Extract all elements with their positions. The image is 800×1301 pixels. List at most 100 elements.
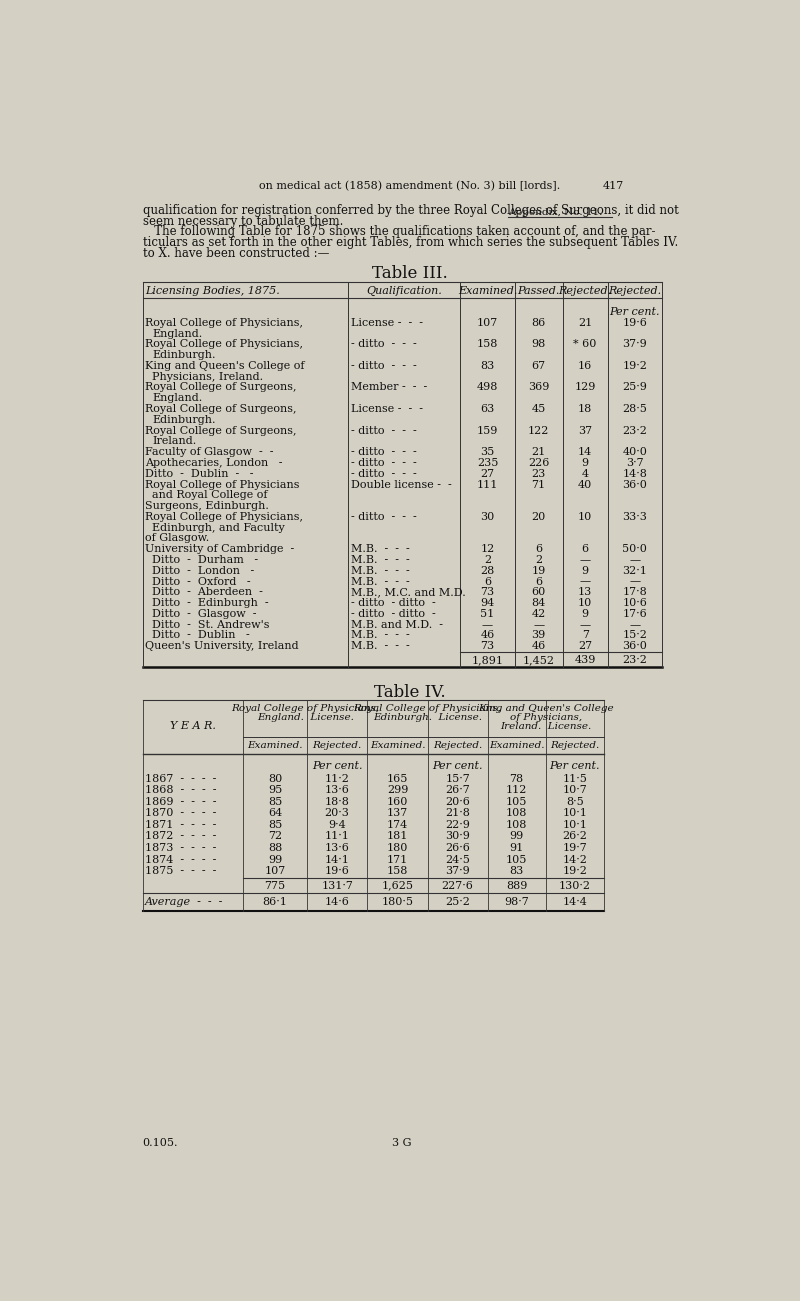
- Text: 1,625: 1,625: [382, 881, 414, 891]
- Text: 28·5: 28·5: [622, 405, 647, 414]
- Text: 32·1: 32·1: [622, 566, 647, 576]
- Text: 98: 98: [531, 340, 546, 350]
- Text: 35: 35: [480, 448, 494, 457]
- Text: England.: England.: [152, 393, 202, 403]
- Text: 8·5: 8·5: [566, 796, 583, 807]
- Text: - ditto  - ditto  -: - ditto - ditto -: [351, 598, 436, 608]
- Text: Surgeons, Edinburgh.: Surgeons, Edinburgh.: [145, 501, 269, 511]
- Text: 129: 129: [574, 382, 596, 393]
- Text: Ditto  -  London   -: Ditto - London -: [145, 566, 254, 576]
- Text: 67: 67: [531, 360, 546, 371]
- Text: 91: 91: [510, 843, 524, 853]
- Text: ticulars as set forth in the other eight Tables, from which series the subsequen: ticulars as set forth in the other eight…: [142, 237, 678, 250]
- Text: 235: 235: [477, 458, 498, 468]
- Text: 3·7: 3·7: [626, 458, 643, 468]
- Text: 63: 63: [480, 405, 494, 414]
- Text: M.B. and M.D.  -: M.B. and M.D. -: [351, 619, 443, 630]
- Text: Ditto  -  Oxford   -: Ditto - Oxford -: [145, 576, 250, 587]
- Text: Table III.: Table III.: [372, 265, 448, 282]
- Text: 107: 107: [265, 866, 286, 876]
- Text: 19·7: 19·7: [562, 843, 587, 853]
- Text: 94: 94: [480, 598, 494, 608]
- Text: 158: 158: [477, 340, 498, 350]
- Text: Ditto  -  Durham   -: Ditto - Durham -: [145, 556, 258, 565]
- Text: 19: 19: [531, 566, 546, 576]
- Text: 23: 23: [531, 468, 546, 479]
- Text: M.B.  -  -  -: M.B. - - -: [351, 566, 410, 576]
- Text: Royal College of Surgeons,: Royal College of Surgeons,: [145, 405, 297, 414]
- Text: on medical act (1858) amendment (No. 3) bill [lords].: on medical act (1858) amendment (No. 3) …: [259, 181, 561, 191]
- Text: 1873  -  -  -  -: 1873 - - - -: [145, 843, 216, 853]
- Text: 72: 72: [268, 831, 282, 842]
- Text: Edinburgh.: Edinburgh.: [152, 350, 215, 360]
- Text: 86: 86: [531, 317, 546, 328]
- Text: Member -  -  -: Member - - -: [351, 382, 427, 393]
- Text: Per cent.: Per cent.: [312, 761, 362, 771]
- Text: 39: 39: [531, 631, 546, 640]
- Text: 10: 10: [578, 511, 592, 522]
- Text: Examined.: Examined.: [489, 742, 544, 751]
- Text: Table IV.: Table IV.: [374, 684, 446, 701]
- Text: 21: 21: [578, 317, 592, 328]
- Text: 159: 159: [477, 425, 498, 436]
- Text: 46: 46: [480, 631, 494, 640]
- Text: - ditto  -  -  -: - ditto - - -: [351, 458, 417, 468]
- Text: 19·6: 19·6: [325, 866, 350, 876]
- Text: 108: 108: [506, 820, 527, 830]
- Text: 13: 13: [578, 587, 592, 597]
- Text: 86·1: 86·1: [262, 896, 287, 907]
- Text: 15·2: 15·2: [622, 631, 647, 640]
- Text: M.B.  -  -  -: M.B. - - -: [351, 544, 410, 554]
- Text: Appendix, No. 11.: Appendix, No. 11.: [509, 208, 603, 217]
- Text: of Glasgow.: of Glasgow.: [145, 533, 210, 544]
- Text: 171: 171: [387, 855, 408, 864]
- Text: 15·7: 15·7: [446, 774, 470, 783]
- Text: 22·9: 22·9: [446, 820, 470, 830]
- Text: 27: 27: [578, 641, 592, 652]
- Text: Ditto  -  Dublin  -   -: Ditto - Dublin - -: [145, 468, 254, 479]
- Text: 85: 85: [268, 820, 282, 830]
- Text: Queen's University, Ireland: Queen's University, Ireland: [145, 641, 298, 652]
- Text: Royal College of Physicians,: Royal College of Physicians,: [145, 511, 303, 522]
- Text: 26·7: 26·7: [446, 786, 470, 795]
- Text: 13·6: 13·6: [325, 843, 350, 853]
- Text: Royal College of Surgeons,: Royal College of Surgeons,: [145, 425, 297, 436]
- Text: 11·1: 11·1: [325, 831, 350, 842]
- Text: —: —: [629, 576, 640, 587]
- Text: Y E A R.: Y E A R.: [170, 721, 216, 731]
- Text: 9: 9: [582, 566, 589, 576]
- Text: 181: 181: [387, 831, 408, 842]
- Text: Passed.: Passed.: [518, 286, 560, 297]
- Text: 78: 78: [510, 774, 524, 783]
- Text: 6: 6: [535, 544, 542, 554]
- Text: - ditto  -  -  -: - ditto - - -: [351, 360, 417, 371]
- Text: of Physicians,: of Physicians,: [510, 713, 582, 722]
- Text: 36·0: 36·0: [622, 480, 647, 489]
- Text: 88: 88: [268, 843, 282, 853]
- Text: 23·2: 23·2: [622, 425, 647, 436]
- Text: 10·6: 10·6: [622, 598, 647, 608]
- Text: 226: 226: [528, 458, 550, 468]
- Text: —: —: [482, 619, 493, 630]
- Text: 42: 42: [531, 609, 546, 619]
- Text: 18·8: 18·8: [325, 796, 350, 807]
- Text: - ditto  -  -  -: - ditto - - -: [351, 511, 417, 522]
- Text: —: —: [579, 556, 590, 565]
- Text: Per cent.: Per cent.: [610, 307, 660, 317]
- Text: Ireland.  License.: Ireland. License.: [500, 722, 591, 731]
- Text: The following Table for 1875 shows the qualifications taken account of, and the : The following Table for 1875 shows the q…: [142, 225, 655, 238]
- Text: 1875  -  -  -  -: 1875 - - - -: [145, 866, 216, 876]
- Text: 19·2: 19·2: [562, 866, 587, 876]
- Text: 6: 6: [582, 544, 589, 554]
- Text: 9: 9: [582, 458, 589, 468]
- Text: 1872  -  -  -  -: 1872 - - - -: [145, 831, 216, 842]
- Text: M.B.  -  -  -: M.B. - - -: [351, 556, 410, 565]
- Text: Per cent.: Per cent.: [433, 761, 483, 771]
- Text: 180·5: 180·5: [382, 896, 414, 907]
- Text: 417: 417: [602, 181, 623, 191]
- Text: - ditto  -  -  -: - ditto - - -: [351, 340, 417, 350]
- Text: 99: 99: [268, 855, 282, 864]
- Text: to X. have been constructed :—: to X. have been constructed :—: [142, 247, 329, 260]
- Text: 165: 165: [387, 774, 408, 783]
- Text: 112: 112: [506, 786, 527, 795]
